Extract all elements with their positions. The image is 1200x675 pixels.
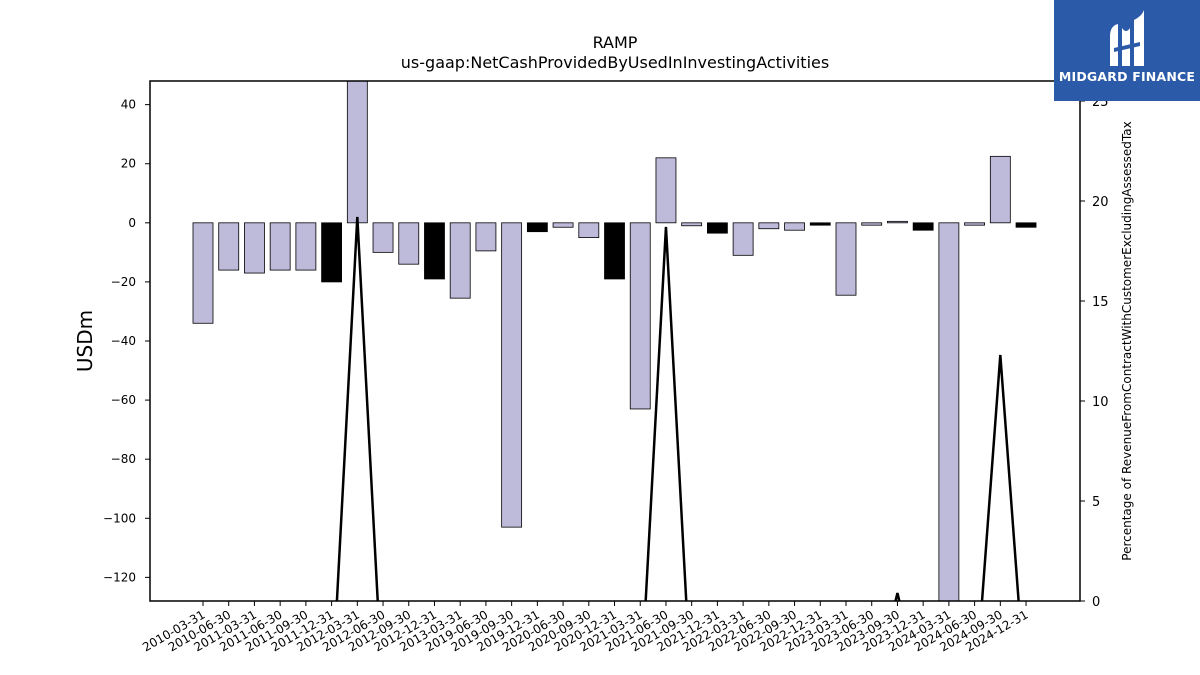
- bar-2011-03-31: [244, 222, 265, 274]
- bar-2011-09-30: [295, 222, 317, 271]
- bar-2019-12-31: [526, 222, 548, 233]
- bar-2020-09-30: [578, 222, 600, 238]
- y-tick-label: 20: [121, 157, 136, 171]
- y2-tick-label: 20: [1092, 195, 1109, 210]
- y-axis: 40 20 0 −20 −40 −60 −80 −100 −120: [103, 98, 150, 584]
- y-tick-label: −40: [111, 334, 136, 348]
- y-axis-label: USDm: [73, 310, 97, 372]
- bar-2023-12-31: [912, 222, 934, 231]
- midgard-logo-icon: [1110, 10, 1144, 66]
- bar-2019-09-30: [501, 222, 523, 528]
- bar-2023-06-30: [861, 222, 883, 226]
- logo-text: MIDGARD FINANCE: [1058, 69, 1196, 84]
- bar-2021-06-30: [655, 157, 677, 224]
- bar-2011-06-30: [269, 222, 291, 271]
- line-series: [335, 216, 1020, 601]
- y-tick-label: −120: [103, 570, 136, 584]
- logo: MIDGARD FINANCE: [1054, 0, 1200, 101]
- bar-2023-03-31: [835, 222, 857, 296]
- bar-2012-03-31: [346, 81, 368, 224]
- chart-subtitle: us-gaap:NetCashProvidedByUsedInInvesting…: [401, 53, 829, 72]
- bar-2020-12-31: [604, 222, 625, 280]
- bar-series: [192, 81, 1037, 601]
- bar-2012-06-30: [372, 222, 394, 253]
- bar-2012-09-30: [398, 222, 420, 265]
- bar-2020-06-30: [552, 222, 574, 228]
- chart-title: RAMP: [593, 33, 638, 52]
- bar-2022-03-31: [732, 222, 754, 256]
- bar-2012-12-31: [424, 222, 445, 280]
- bar-2013-03-31: [449, 222, 471, 299]
- bar-2023-09-30: [887, 220, 908, 224]
- bar-2024-06-30: [964, 222, 985, 226]
- bar-2024-03-31: [938, 222, 960, 601]
- percentage-line: [335, 216, 1020, 601]
- y2-tick-label: 0: [1092, 595, 1100, 610]
- bar-2021-12-31: [707, 222, 728, 234]
- bar-2011-12-31: [321, 222, 343, 283]
- y-tick-label: 0: [128, 216, 136, 230]
- y-tick-label: −80: [111, 452, 136, 466]
- y-tick-label: 40: [121, 98, 136, 112]
- bar-2019-06-30: [475, 222, 497, 252]
- bar-2022-06-30: [758, 222, 780, 230]
- bar-2024-09-30: [989, 155, 1011, 224]
- y-tick-label: −100: [103, 511, 136, 525]
- bar-2022-12-31: [809, 222, 831, 226]
- y2-tick-label: 15: [1092, 295, 1109, 310]
- y-tick-label: −60: [111, 393, 136, 407]
- bar-2010-03-31: [192, 222, 214, 324]
- y2-tick-label: 10: [1092, 395, 1109, 410]
- x-axis: 2010-03-312010-06-302011-03-312011-06-30…: [140, 601, 1031, 654]
- bar-2024-12-31: [1015, 222, 1037, 228]
- y-tick-label: −20: [111, 275, 136, 289]
- y2-axis-label: Percentage of RevenueFromContractWithCus…: [1120, 121, 1134, 560]
- bar-2010-06-30: [218, 222, 240, 271]
- bar-2022-09-30: [784, 222, 805, 231]
- bar-2021-03-31: [629, 222, 651, 410]
- bar-2021-09-30: [681, 222, 703, 227]
- y2-tick-label: 5: [1092, 495, 1100, 510]
